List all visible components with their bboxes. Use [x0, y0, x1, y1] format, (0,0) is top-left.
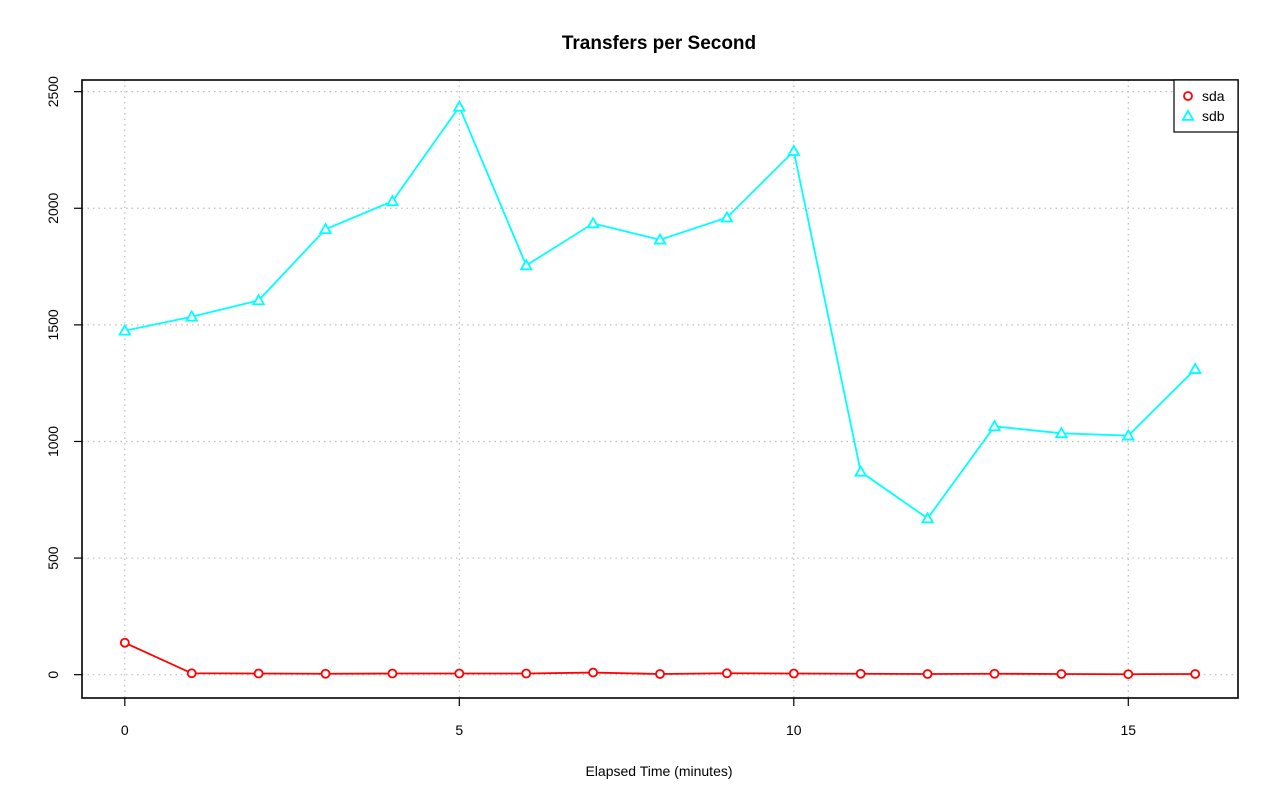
y-tick-label: 2500: [45, 76, 61, 107]
y-tick-label: 1500: [45, 309, 61, 340]
grid: [82, 80, 1238, 698]
legend: sda sdb: [1173, 79, 1239, 133]
data-point-sdb: [920, 511, 935, 524]
series-layer: [118, 99, 1202, 680]
data-point-sda: [387, 668, 398, 679]
y-axis: 0 500 1000 1500 2000 2500: [45, 76, 82, 679]
data-point-sda: [119, 637, 130, 648]
data-point-sda: [521, 668, 532, 679]
x-axis-label: Elapsed Time (minutes): [585, 763, 732, 779]
data-point-sda: [253, 668, 264, 679]
data-point-sda: [186, 668, 197, 679]
data-point-sda: [655, 669, 665, 679]
legend-marker-sdb: [1181, 108, 1195, 121]
y-tick-label: 500: [45, 546, 61, 570]
series-sda: [119, 637, 1201, 680]
data-point-sdb: [987, 419, 1002, 432]
legend-box: [1173, 79, 1239, 133]
plot-frame: [81, 79, 1239, 699]
series-sdb: [118, 99, 1202, 524]
x-axis: 0 5 10 15: [121, 698, 1136, 738]
legend-marker-sda: [1183, 91, 1193, 101]
data-point-sdb: [318, 222, 333, 235]
data-point-sdb: [118, 323, 132, 336]
x-tick-label: 0: [121, 722, 129, 738]
data-point-sda: [1123, 669, 1134, 680]
data-point-sda: [721, 668, 732, 679]
data-point-sdb: [184, 309, 199, 322]
data-point-sdb: [853, 464, 868, 477]
data-point-sdb: [452, 99, 467, 112]
data-point-sda: [788, 668, 799, 679]
data-point-sda: [588, 667, 599, 678]
data-point-sdb: [653, 232, 667, 245]
data-point-sda: [320, 668, 331, 679]
data-point-sdb: [1188, 362, 1202, 374]
data-point-sda: [855, 668, 866, 679]
data-point-sda: [922, 669, 933, 679]
x-tick-label: 5: [455, 722, 463, 738]
data-point-sdb: [519, 258, 533, 271]
data-point-sdb: [251, 293, 266, 306]
x-tick-label: 10: [786, 722, 802, 738]
data-point-sdb: [1121, 428, 1136, 441]
data-point-sdb: [586, 216, 600, 229]
data-point-sda: [1056, 669, 1067, 679]
y-tick-label: 0: [45, 671, 61, 679]
y-tick-label: 1000: [45, 426, 61, 457]
y-tick-label: 2000: [45, 192, 61, 223]
data-point-sdb: [787, 144, 801, 156]
legend-label-sdb: sdb: [1202, 108, 1225, 124]
data-point-sda: [1190, 669, 1201, 679]
x-tick-label: 15: [1120, 722, 1136, 738]
data-point-sda: [454, 668, 465, 679]
data-point-sdb: [720, 210, 734, 223]
data-point-sdb: [385, 194, 400, 207]
data-point-sda: [989, 668, 1000, 679]
data-point-sdb: [1054, 426, 1069, 439]
chart-title: Transfers per Second: [562, 33, 756, 54]
legend-label-sda: sda: [1202, 88, 1225, 104]
series-line-sdb: [124, 104, 1196, 520]
